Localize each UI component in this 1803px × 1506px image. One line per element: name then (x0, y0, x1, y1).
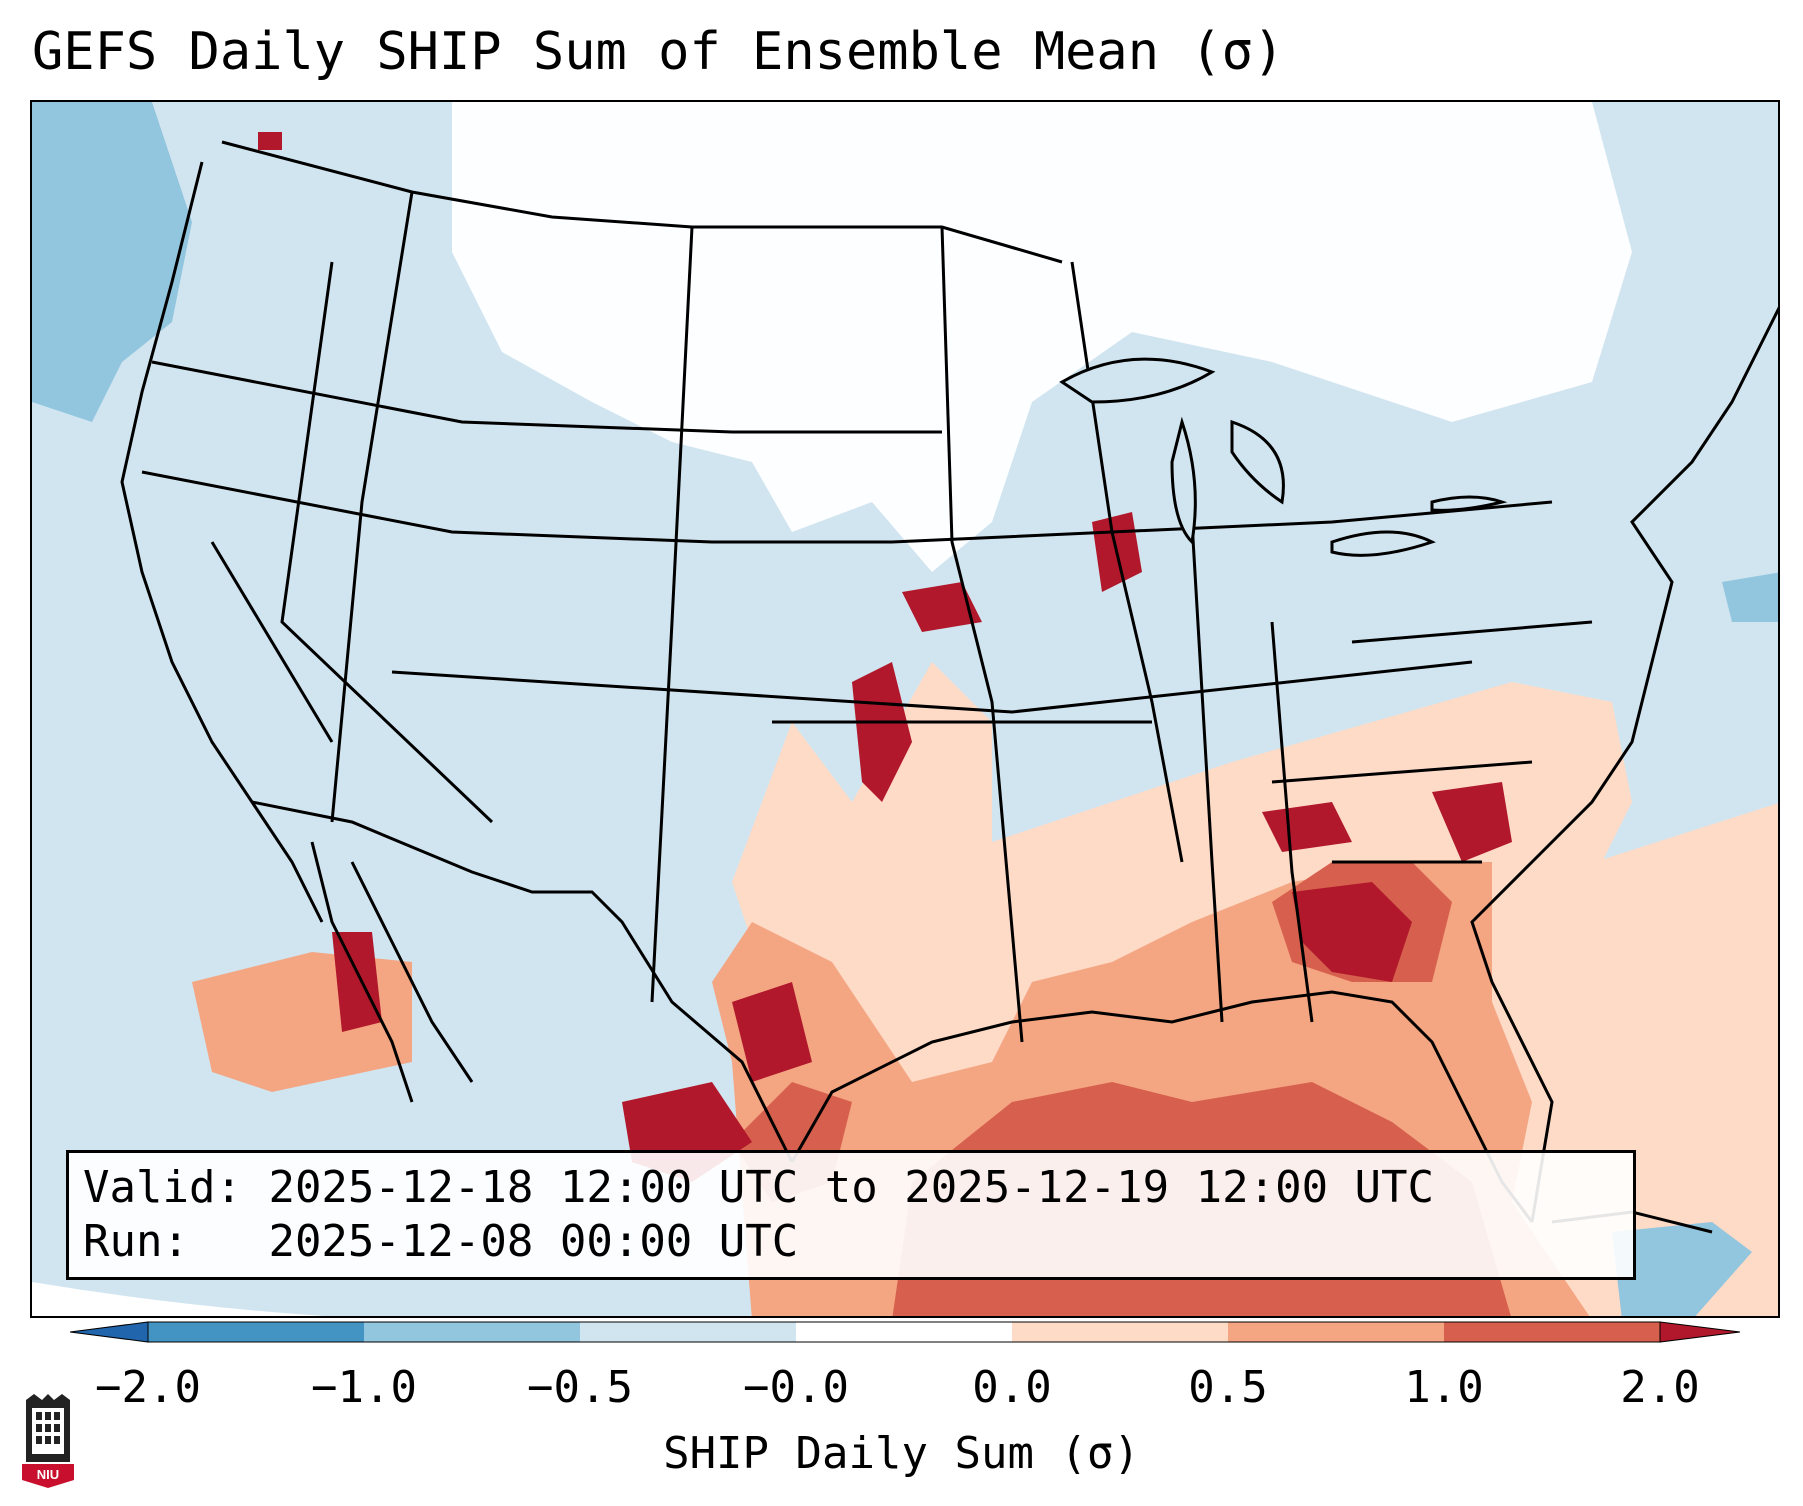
kansas-max-region (852, 662, 912, 802)
map-title: GEFS Daily SHIP Sum of Ensemble Mean (σ) (32, 22, 1285, 82)
washington-max-region (258, 132, 282, 150)
logo-text: NIU (37, 1467, 59, 1482)
colorbar-bin-5 (1012, 1322, 1228, 1342)
north-neutral-region (452, 102, 1632, 572)
colorbar-tick-label: 0.5 (1188, 1362, 1268, 1413)
colorbar-bin-2 (364, 1322, 580, 1342)
colorbar-title: SHIP Daily Sum (σ) (663, 1428, 1140, 1479)
nebraska-max-region (902, 582, 982, 632)
baja-max-region (332, 932, 382, 1032)
colorbar-bin-4 (796, 1322, 1012, 1342)
map-canvas (32, 102, 1778, 1316)
colorbar-tick-label: −0.5 (527, 1362, 633, 1413)
great-lakes (1059, 357, 1508, 557)
colorbar (70, 1321, 1741, 1343)
pacific-negative-region (32, 102, 192, 422)
tennessee-max-region (1262, 802, 1352, 852)
map-panel (30, 100, 1780, 1318)
colorbar-bin-3 (580, 1322, 796, 1342)
projection-edge (32, 1282, 325, 1316)
colorbar-tick-label: 1.0 (1404, 1362, 1484, 1413)
colorbar-tick-label: 0.0 (972, 1362, 1052, 1413)
atlantic-negative-patch (1722, 572, 1778, 622)
colorbar-bin-7 (1444, 1322, 1660, 1342)
colorbar-tick-label: −0.0 (743, 1362, 849, 1413)
colorbar-bin-6 (1228, 1322, 1444, 1342)
university-logo-icon: NIU (22, 1394, 74, 1488)
texas-east-max-region (732, 982, 812, 1082)
run-row: Run: 2025-12-08 00:00 UTC (83, 1215, 1619, 1269)
georgia-max-region (1292, 882, 1412, 982)
atlantic-positive-region (1532, 803, 1778, 1316)
colorbar-tick-label: 2.0 (1620, 1362, 1700, 1413)
valid-value: 2025-12-18 12:00 UTC to 2025-12-19 12:00… (268, 1162, 1435, 1213)
colorbar-bin-1 (148, 1322, 364, 1342)
valid-label: Valid: (83, 1162, 242, 1213)
colorbar-extend-low (70, 1321, 149, 1343)
run-value: 2025-12-08 00:00 UTC (268, 1216, 799, 1267)
valid-row: Valid: 2025-12-18 12:00 UTC to 2025-12-1… (83, 1161, 1619, 1215)
carolinas-max-region (1432, 782, 1512, 862)
boundaries (120, 140, 1778, 1234)
colorbar-tick-label: −1.0 (311, 1362, 417, 1413)
colorbar-extend-high (1659, 1321, 1741, 1343)
caribbean-negative-region (1612, 1222, 1752, 1316)
valid-run-infobox: Valid: 2025-12-18 12:00 UTC to 2025-12-1… (66, 1150, 1636, 1280)
run-label: Run: (83, 1216, 189, 1267)
colorbar-tick-label: −2.0 (95, 1362, 201, 1413)
